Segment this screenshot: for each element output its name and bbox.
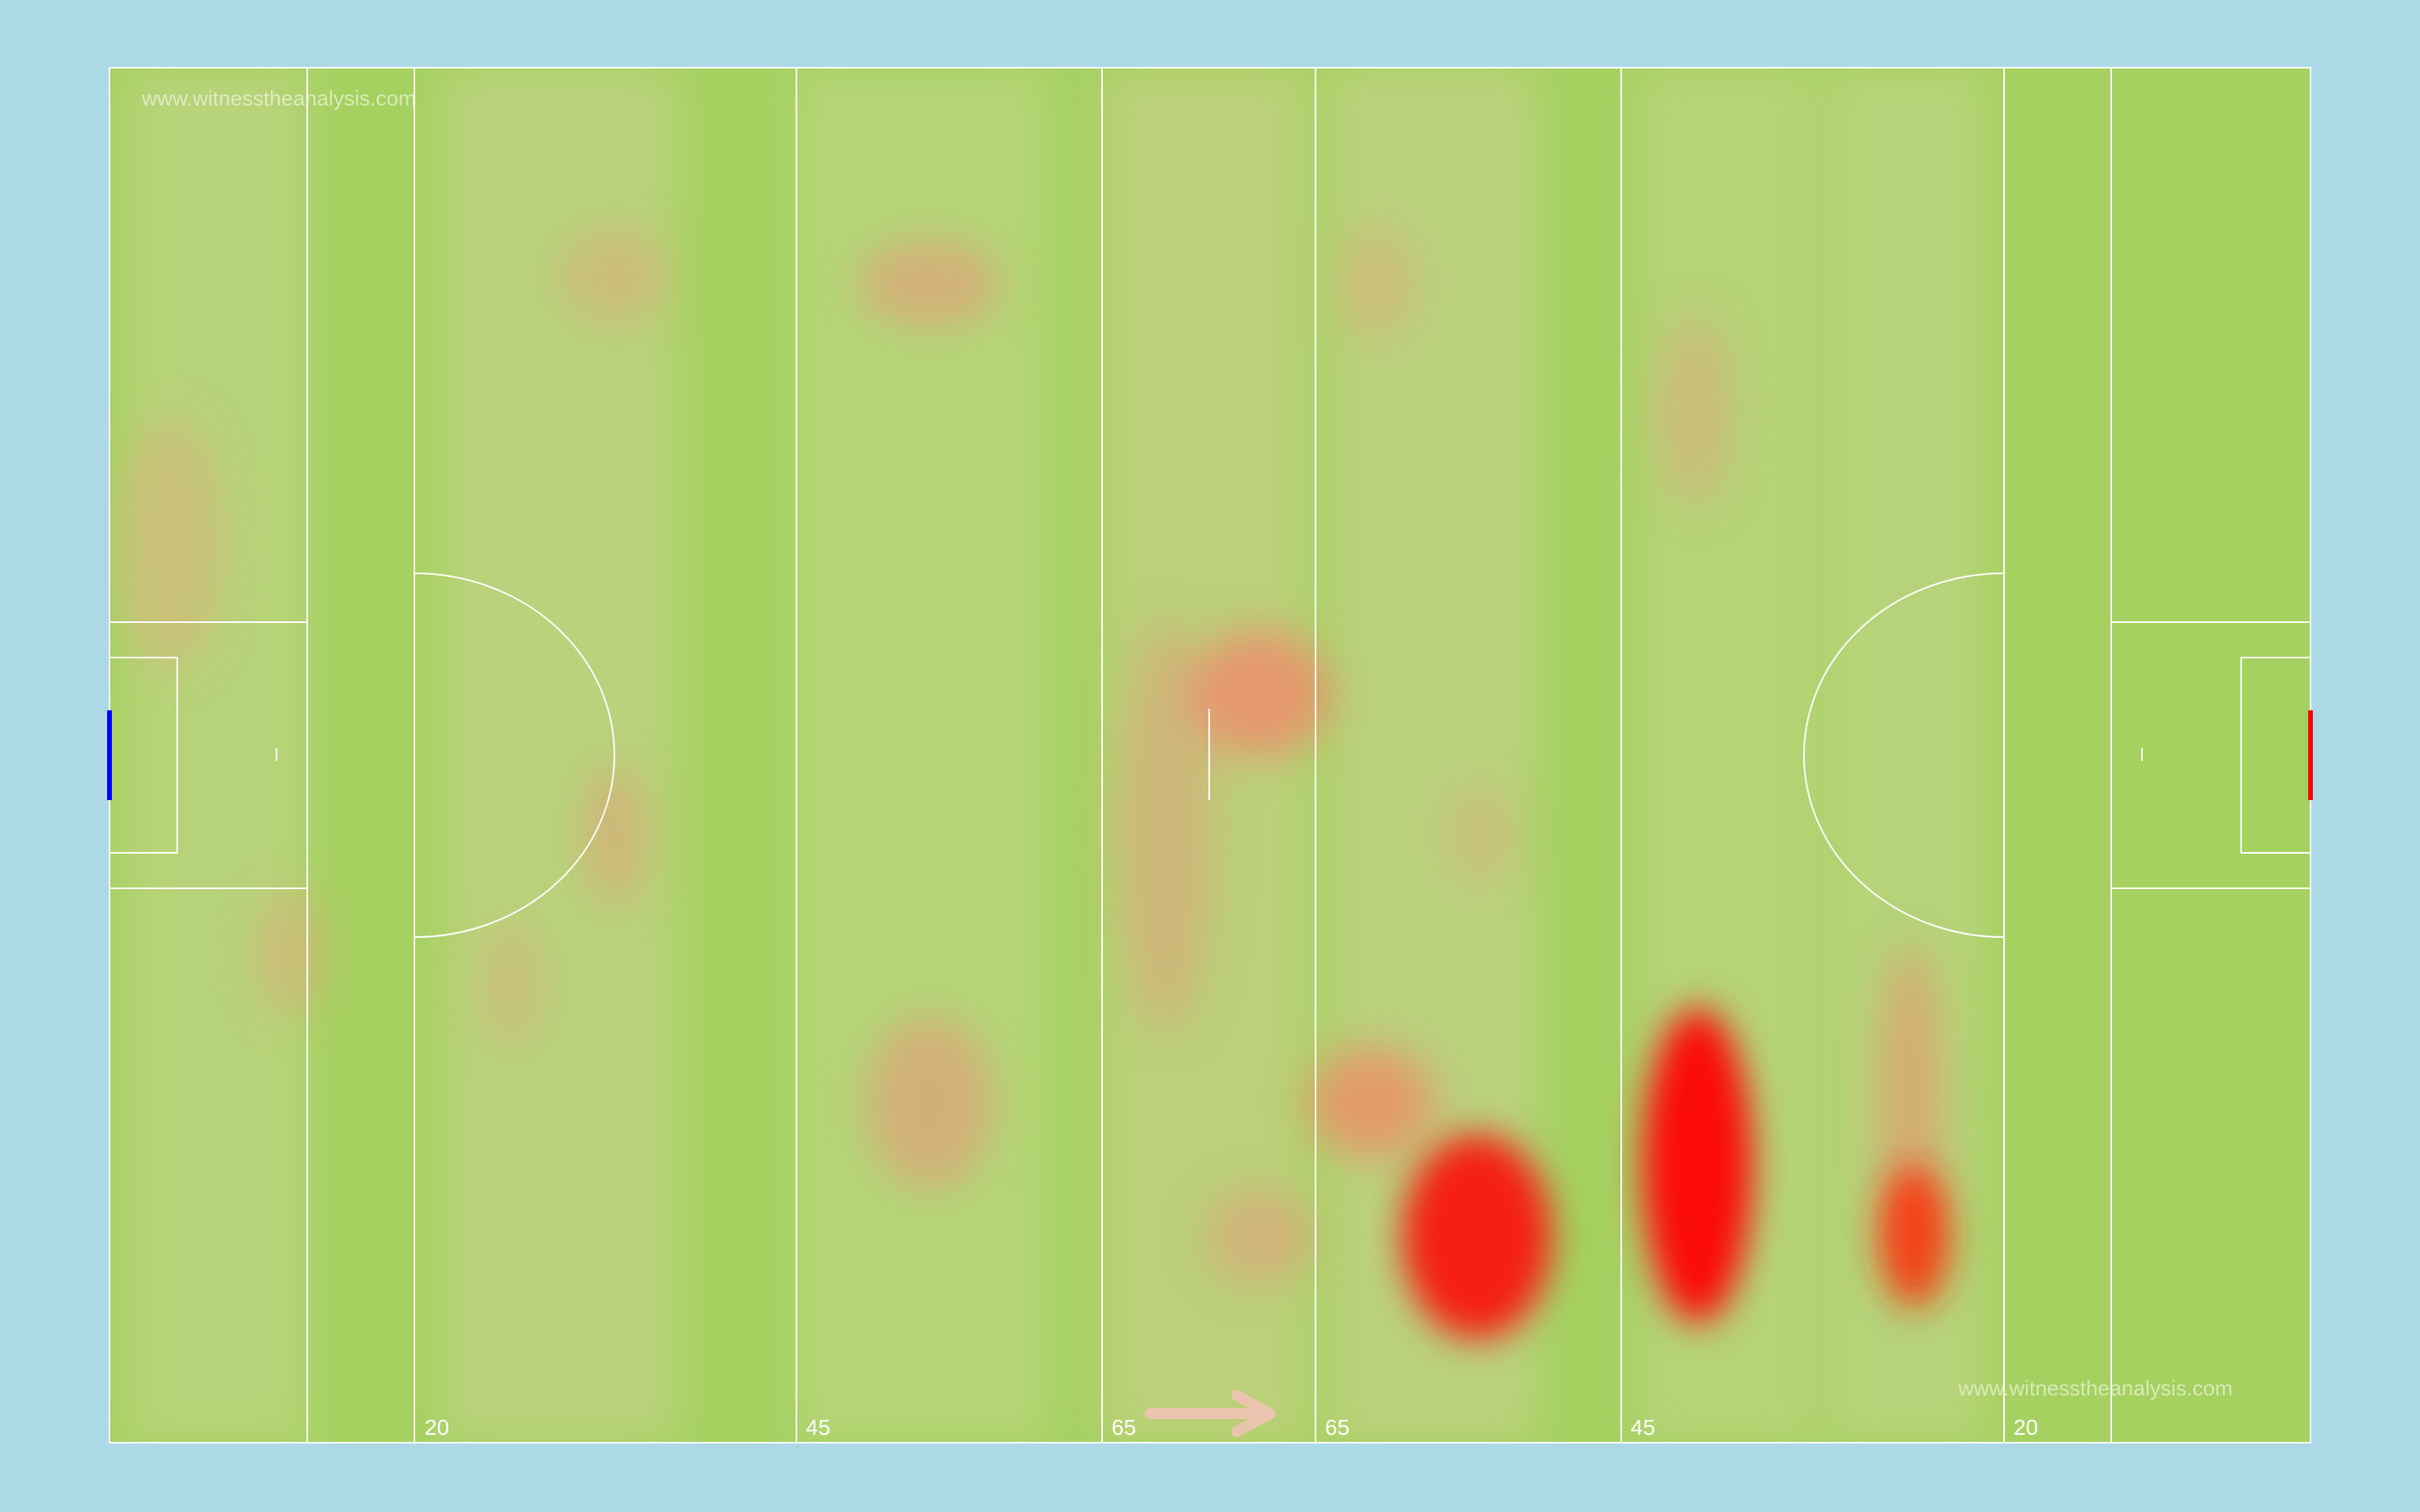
right-goal: [2308, 710, 2313, 800]
line-label-right-45: 45: [1631, 1415, 1655, 1440]
watermark-bottom-right: www.witnesstheanalysis.com: [1958, 1377, 2233, 1400]
left-arc: [414, 573, 616, 938]
line-label-left-65: 65: [1112, 1415, 1136, 1440]
line-label-left-45: 45: [806, 1415, 830, 1440]
right-arrow-icon: [1145, 1390, 1275, 1437]
line-label-left-20: 20: [425, 1415, 449, 1440]
line-label-right-20: 20: [2014, 1415, 2038, 1440]
heatmap-overlay: [114, 68, 1985, 1443]
line-label-right-65: 65: [1325, 1415, 1349, 1440]
right-arc: [1802, 573, 2005, 938]
left-goal: [107, 710, 112, 800]
watermark-top-left: www.witnesstheanalysis.com: [141, 87, 416, 110]
